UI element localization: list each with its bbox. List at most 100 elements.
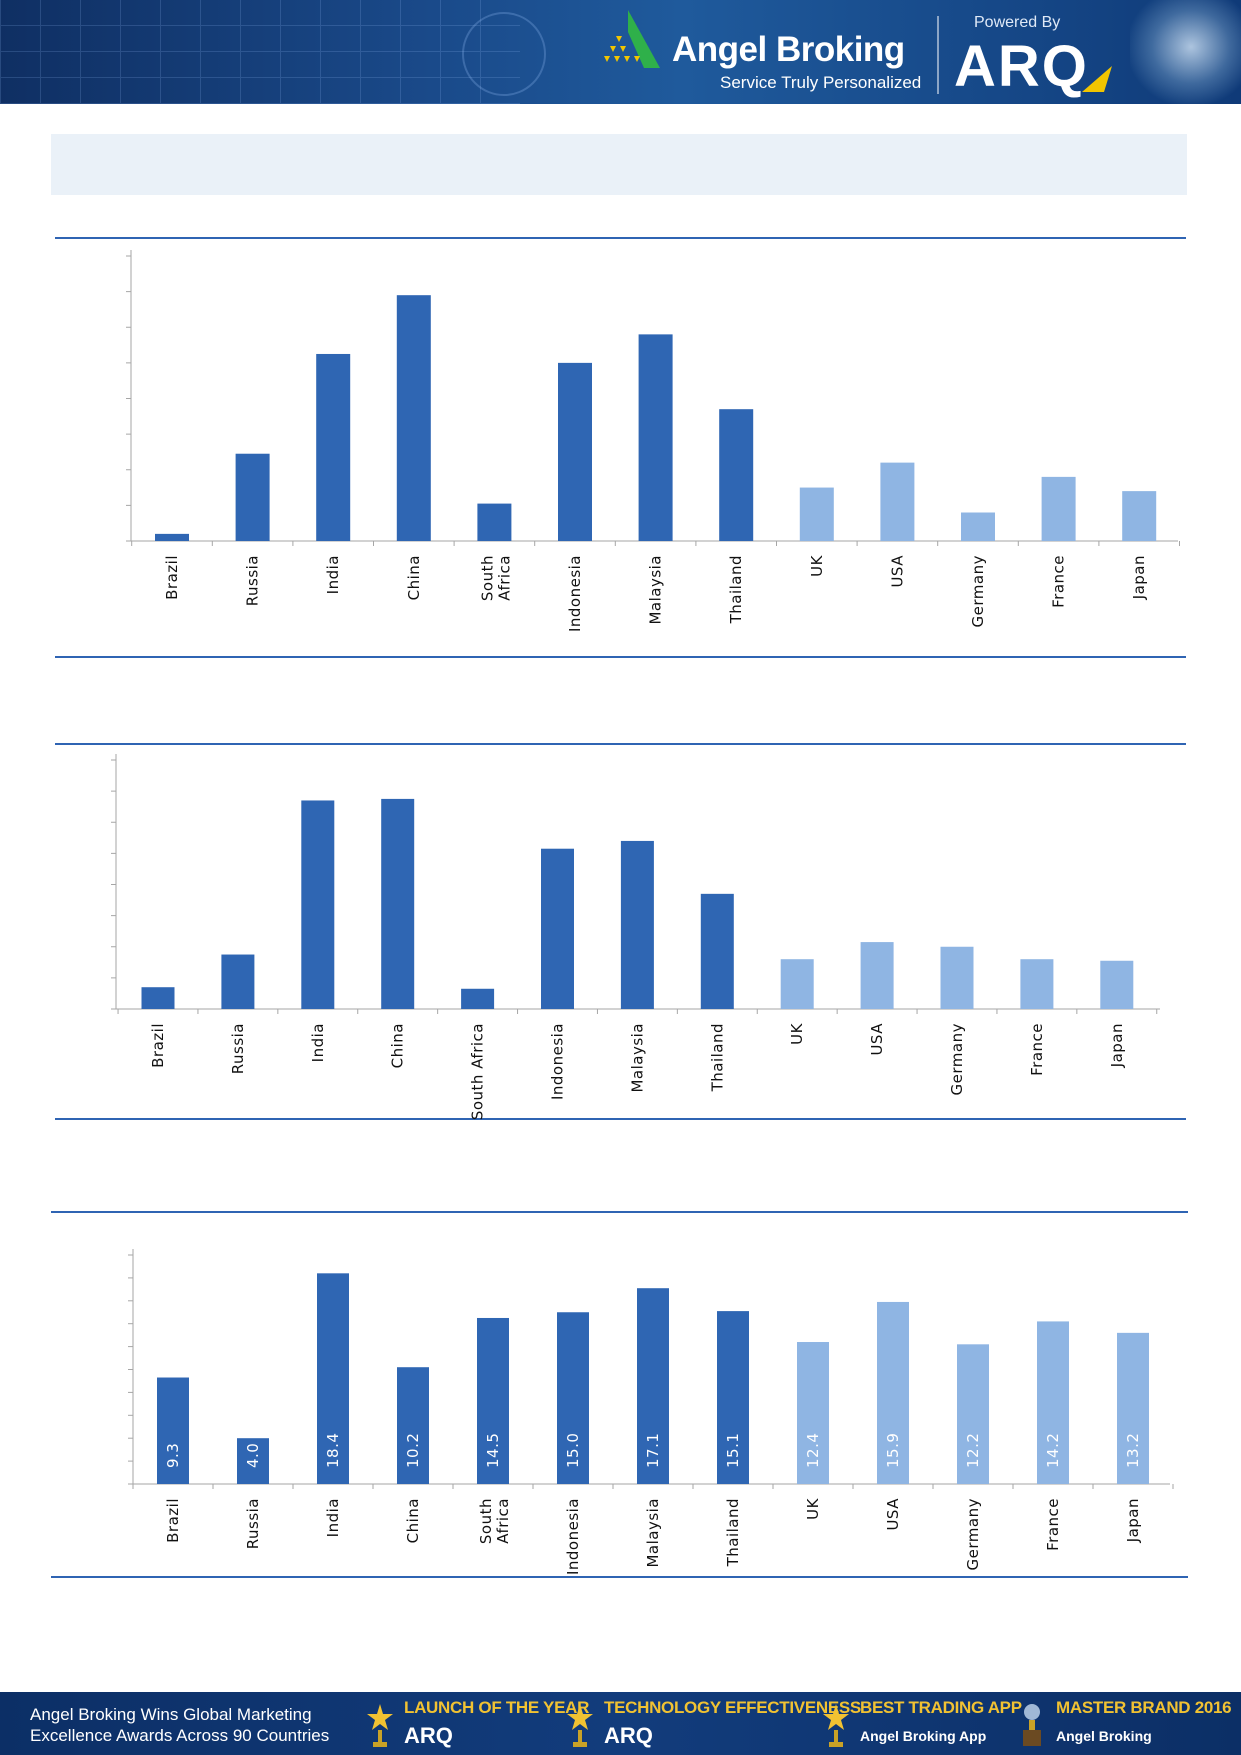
data-label: 18.4 bbox=[324, 1433, 342, 1468]
bar-malaysia bbox=[638, 334, 673, 541]
x-tick-label: China bbox=[405, 555, 423, 600]
arq-logo: ARQ bbox=[954, 34, 1089, 99]
chart2-bottom-rule bbox=[55, 1118, 1186, 1120]
data-label: 14.2 bbox=[1044, 1433, 1062, 1468]
x-tick-label: Indonesia bbox=[564, 1498, 582, 1575]
bar-france bbox=[1041, 476, 1076, 541]
chart3-bottom-rule bbox=[51, 1576, 1188, 1578]
bar-india bbox=[317, 1273, 349, 1484]
x-tick-label: China bbox=[389, 1023, 407, 1068]
footer-message: Angel Broking Wins Global Marketing Exce… bbox=[30, 1704, 329, 1746]
award-title: BEST TRADING APP bbox=[860, 1698, 1022, 1717]
award-title: MASTER BRAND 2016 bbox=[1056, 1698, 1232, 1717]
bar-brazil bbox=[155, 533, 189, 541]
x-tick-label: Indonesia bbox=[566, 555, 584, 632]
data-label: 14.5 bbox=[484, 1433, 502, 1468]
data-label: 15.9 bbox=[884, 1433, 902, 1468]
bar-usa bbox=[877, 1301, 909, 1484]
data-label: 13.2 bbox=[1124, 1433, 1142, 1468]
x-tick-label: Russia bbox=[244, 1498, 262, 1549]
bar-thailand bbox=[719, 409, 754, 541]
trophy-star-icon bbox=[367, 1704, 393, 1747]
x-tick-label: SouthAfrica bbox=[478, 555, 513, 601]
x-tick-label: India bbox=[309, 1023, 327, 1062]
x-tick-label: France bbox=[1050, 555, 1068, 608]
bar-malaysia bbox=[637, 1288, 669, 1484]
x-tick-label: China bbox=[404, 1498, 422, 1543]
x-tick-label: Germany bbox=[969, 555, 987, 627]
x-tick-label: South Africa bbox=[469, 1023, 487, 1120]
bar-thailand bbox=[700, 893, 734, 1009]
x-tick-label: UK bbox=[804, 1497, 822, 1519]
x-tick-label: UK bbox=[788, 1022, 806, 1044]
bar-china bbox=[396, 295, 431, 541]
bar-india bbox=[316, 353, 351, 541]
award-subtitle: ARQ bbox=[404, 1723, 453, 1748]
bar-south-africa bbox=[461, 988, 495, 1009]
bar-russia bbox=[221, 954, 255, 1009]
brand-tagline: Service Truly Personalized bbox=[720, 73, 922, 92]
bar-japan bbox=[1100, 960, 1134, 1009]
chart3-top-rule bbox=[51, 1211, 1188, 1213]
bar-south-africa bbox=[477, 1317, 509, 1484]
bar-south-africa bbox=[477, 503, 512, 541]
x-tick-label: Indonesia bbox=[549, 1023, 567, 1100]
bar-usa bbox=[880, 462, 915, 541]
arq-accent-icon bbox=[1082, 66, 1112, 92]
x-tick-label: Malaysia bbox=[647, 555, 665, 625]
award-title: LAUNCH OF THE YEAR bbox=[404, 1698, 590, 1717]
trophy-star-icon bbox=[823, 1704, 849, 1747]
footer-line-2: Excellence Awards Across 90 Countries bbox=[30, 1726, 330, 1745]
bar-thailand bbox=[717, 1311, 749, 1484]
bar-china bbox=[381, 798, 415, 1009]
bar-usa bbox=[860, 942, 894, 1009]
bar-uk bbox=[780, 959, 814, 1009]
bar-indonesia bbox=[557, 1312, 589, 1484]
x-tick-label: Japan bbox=[1130, 555, 1148, 600]
x-tick-label: Thailand bbox=[727, 555, 745, 624]
bar-germany bbox=[940, 946, 974, 1009]
trophy-globe-icon bbox=[1023, 1704, 1041, 1746]
title-band bbox=[51, 134, 1187, 195]
bar-france bbox=[1037, 1321, 1069, 1484]
bar-russia bbox=[237, 1438, 269, 1484]
x-tick-label: USA bbox=[888, 555, 906, 588]
chart1-bottom-rule bbox=[55, 656, 1186, 658]
bar-japan bbox=[1117, 1332, 1149, 1484]
x-tick-label: Russia bbox=[244, 555, 262, 606]
header-divider bbox=[937, 16, 939, 94]
robot-head-image bbox=[1130, 0, 1241, 104]
bar-chart-3: Brazil 9.3 Russia 4.0 India 18.4 China 10.2 Sout… bbox=[128, 1249, 1174, 1575]
x-tick-label: Germany bbox=[948, 1023, 966, 1095]
bar-china bbox=[397, 1367, 429, 1484]
award-subtitle: ARQ bbox=[604, 1723, 653, 1748]
bar-chart-2: Brazil Russia India China South Africa Indone… bbox=[111, 754, 1160, 1120]
chart2-top-rule bbox=[55, 743, 1186, 745]
award-subtitle: Angel Broking bbox=[1056, 1728, 1152, 1744]
bar-indonesia bbox=[558, 362, 592, 541]
data-label: 15.0 bbox=[564, 1433, 582, 1468]
award-subtitle: Angel Broking App bbox=[860, 1728, 987, 1744]
bar-germany bbox=[957, 1344, 989, 1484]
data-label: 15.1 bbox=[724, 1433, 742, 1468]
bar-brazil bbox=[141, 987, 175, 1009]
x-tick-label: India bbox=[324, 555, 342, 594]
x-tick-label: UK bbox=[808, 554, 826, 576]
bar-japan bbox=[1122, 491, 1157, 541]
x-tick-label: Germany bbox=[964, 1498, 982, 1570]
bar-india bbox=[301, 800, 335, 1009]
trophy-star-icon bbox=[567, 1704, 593, 1747]
bar-france bbox=[1020, 959, 1054, 1009]
x-tick-label: Malaysia bbox=[644, 1498, 662, 1568]
powered-by-label: Powered By bbox=[974, 14, 1061, 31]
footer-line-1: Angel Broking Wins Global Marketing bbox=[30, 1705, 312, 1724]
x-tick-label: Brazil bbox=[163, 555, 181, 600]
footer-awards-bar: Angel Broking Wins Global Marketing Exce… bbox=[0, 1692, 1241, 1755]
data-label: 12.2 bbox=[964, 1433, 982, 1468]
bar-indonesia bbox=[541, 848, 574, 1009]
bar-malaysia bbox=[620, 840, 654, 1009]
bar-uk bbox=[797, 1342, 829, 1484]
bar-uk bbox=[799, 487, 834, 541]
banner-pattern bbox=[0, 0, 520, 104]
banner-ring-decoration bbox=[462, 12, 546, 96]
